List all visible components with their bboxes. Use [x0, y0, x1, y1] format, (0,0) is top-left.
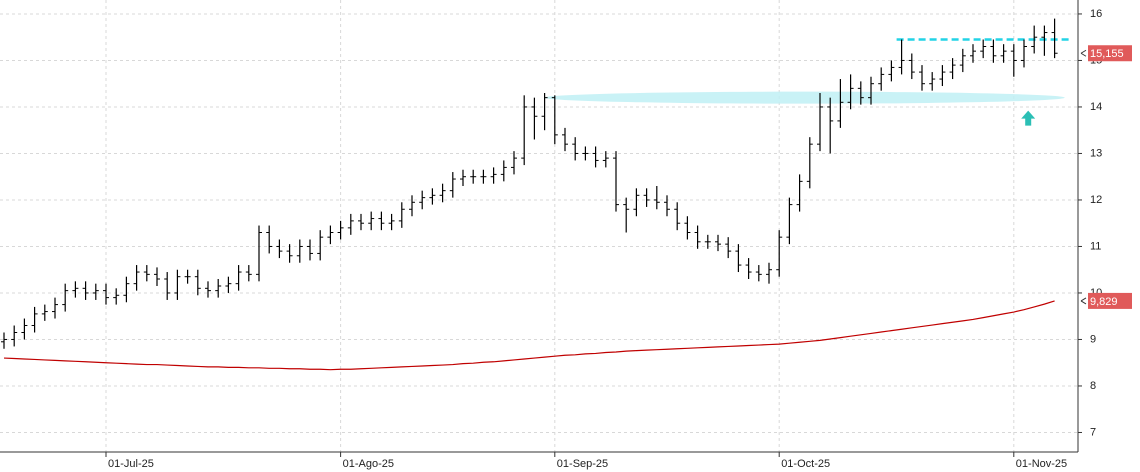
y-tick-label: 11 — [1090, 240, 1101, 252]
y-tick-label: 14 — [1090, 101, 1102, 113]
last-value-pointer — [1080, 49, 1087, 57]
x-tick-label: 01-Ago-25 — [343, 458, 394, 470]
last-value-label: 15,155 — [1090, 48, 1124, 60]
last-value-box — [1088, 292, 1132, 309]
moving-average — [3, 300, 1055, 371]
y-tick-label: 13 — [1090, 147, 1102, 159]
last-value-pointer — [1080, 297, 1087, 305]
y-tick-label: 12 — [1090, 194, 1102, 206]
support-band — [544, 91, 1065, 104]
x-tick-label: 01-Nov-25 — [1016, 458, 1067, 470]
y-tick-label: 8 — [1090, 380, 1096, 392]
x-tick-label: 01-Oct-25 — [781, 458, 830, 470]
y-tick-label: 16 — [1090, 8, 1102, 20]
arrow — [1021, 110, 1036, 126]
last-value-box — [1088, 45, 1132, 62]
x-tick-label: 01-Jul-25 — [108, 458, 154, 470]
x-tick-label: 01-Sep-25 — [557, 458, 608, 470]
last-value-label: 9,829 — [1090, 296, 1118, 308]
y-tick-label: 7 — [1090, 426, 1096, 438]
y-tick-label: 9 — [1090, 333, 1096, 345]
